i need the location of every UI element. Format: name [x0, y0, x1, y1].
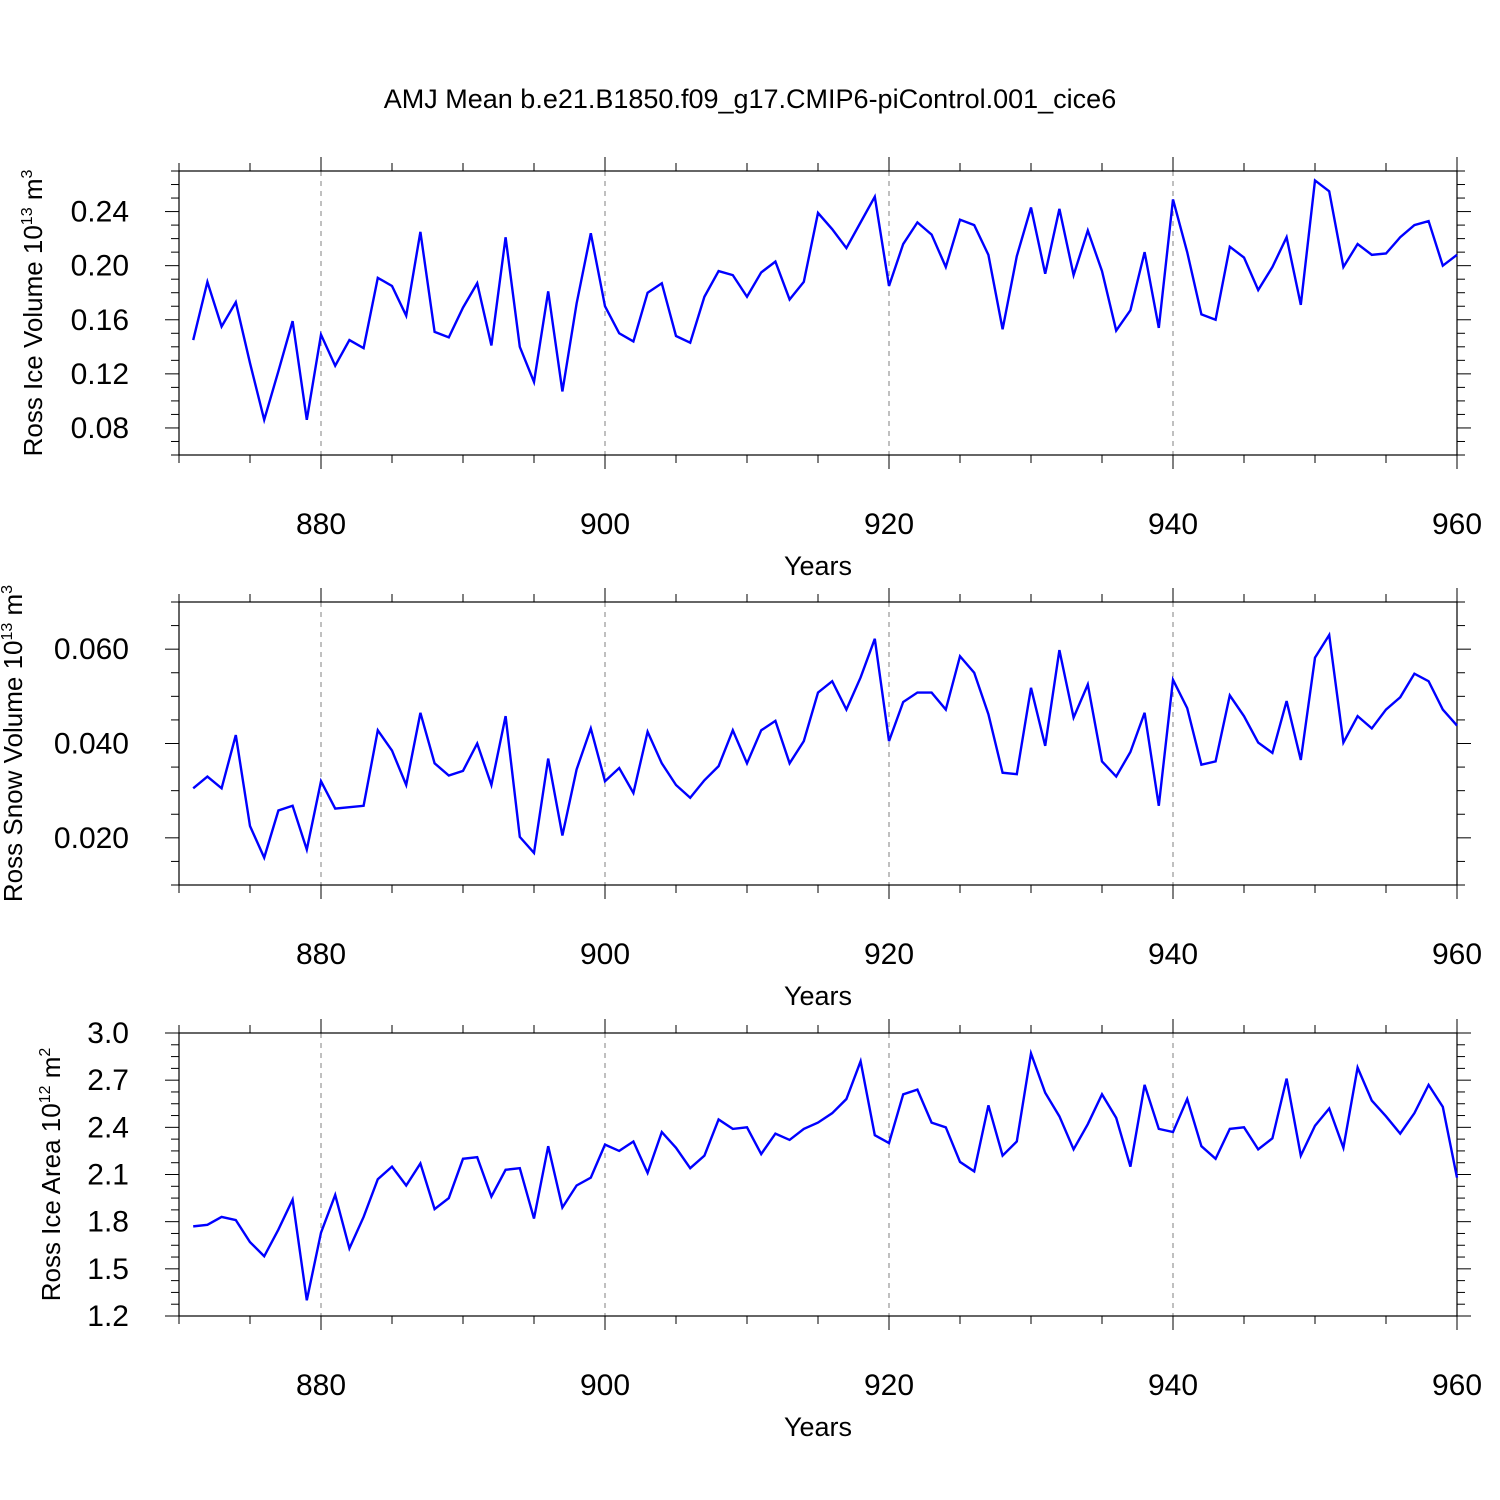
figure-title: AMJ Mean b.e21.B1850.f09_g17.CMIP6-piCon…	[384, 84, 1116, 114]
x-tick-label: 920	[864, 508, 914, 541]
x-tick-label: 940	[1148, 938, 1198, 971]
y-tick-label: 1.8	[87, 1206, 129, 1239]
y-axis-label-unit-exponent: 3	[19, 169, 36, 178]
series-line	[192, 631, 1458, 862]
panel-2: 880 900 920 940 960 0.020 0.040 0.060 Years Ross …	[0, 585, 1482, 1011]
y-tick-label: 0.12	[71, 358, 129, 391]
y-tick-label: 0.24	[71, 196, 129, 229]
y-tick-label: 1.5	[87, 1253, 129, 1286]
x-tick-label: 900	[580, 938, 630, 971]
x-tick-label: 940	[1148, 1369, 1198, 1402]
y-axis-label: Ross Ice Volume 1013 m3	[18, 169, 48, 456]
y-tick-label: 2.1	[87, 1159, 129, 1192]
panel-1: 880 900 920 940 960 0.08 0.12 0.16 0.20 0.24 Years…	[18, 157, 1482, 581]
y-tick-label: 0.16	[71, 304, 129, 337]
y-axis-label-exponent: 13	[19, 207, 36, 225]
x-tick-label: 920	[864, 938, 914, 971]
panel-3: 880 900 920 940 960 1.2 1.5 1.8 2.1 2.4 2.7 3.0 Year…	[36, 1017, 1482, 1442]
y-axis-label-text: Ross Snow Volume 10	[0, 641, 28, 903]
x-tick-label: 880	[296, 508, 346, 541]
y-tick-label: 0.060	[54, 633, 129, 666]
x-tick-label: 880	[296, 938, 346, 971]
y-tick-label: 0.20	[71, 250, 129, 283]
series-line	[192, 178, 1458, 425]
y-axis-label-exponent: 13	[0, 623, 16, 641]
y-axis-label: Ross Ice Area 1012 m2	[36, 1048, 66, 1302]
y-axis-label: Ross Snow Volume 1013 m3	[0, 585, 28, 902]
y-axis-label-unit-exponent: 3	[0, 585, 16, 594]
y-axis-label-unit-exponent: 2	[37, 1048, 54, 1057]
x-tick-label: 880	[296, 1369, 346, 1402]
y-tick-label: 0.020	[54, 822, 129, 855]
y-tick-label: 2.7	[87, 1064, 129, 1097]
x-tick-label: 900	[580, 1369, 630, 1402]
y-axis-label-text: Ross Ice Volume 10	[18, 225, 48, 456]
y-tick-label: 2.4	[87, 1111, 129, 1144]
x-tick-label: 920	[864, 1369, 914, 1402]
x-tick-label: 960	[1432, 938, 1482, 971]
x-tick-label: 940	[1148, 508, 1198, 541]
y-axis-label-unit: m	[36, 1057, 66, 1086]
panels: 880 900 920 940 960 0.08 0.12 0.16 0.20 0.24 Years…	[0, 157, 1482, 1442]
y-axis-label-text: Ross Ice Area 10	[36, 1103, 66, 1301]
x-tick-label: 900	[580, 508, 630, 541]
x-axis-label: Years	[784, 1412, 852, 1442]
x-tick-label: 960	[1432, 508, 1482, 541]
y-tick-label: 1.2	[87, 1300, 129, 1333]
x-axis-label: Years	[784, 551, 852, 581]
y-tick-label: 0.040	[54, 728, 129, 761]
y-tick-label: 0.08	[71, 412, 129, 445]
series-line	[193, 1048, 1459, 1301]
x-axis-label: Years	[784, 981, 852, 1011]
y-axis-label-unit: m	[18, 178, 48, 207]
y-axis-label-unit: m	[0, 594, 28, 623]
y-tick-label: 3.0	[87, 1017, 129, 1050]
y-axis-label-exponent: 12	[37, 1085, 54, 1103]
x-tick-label: 960	[1432, 1369, 1482, 1402]
